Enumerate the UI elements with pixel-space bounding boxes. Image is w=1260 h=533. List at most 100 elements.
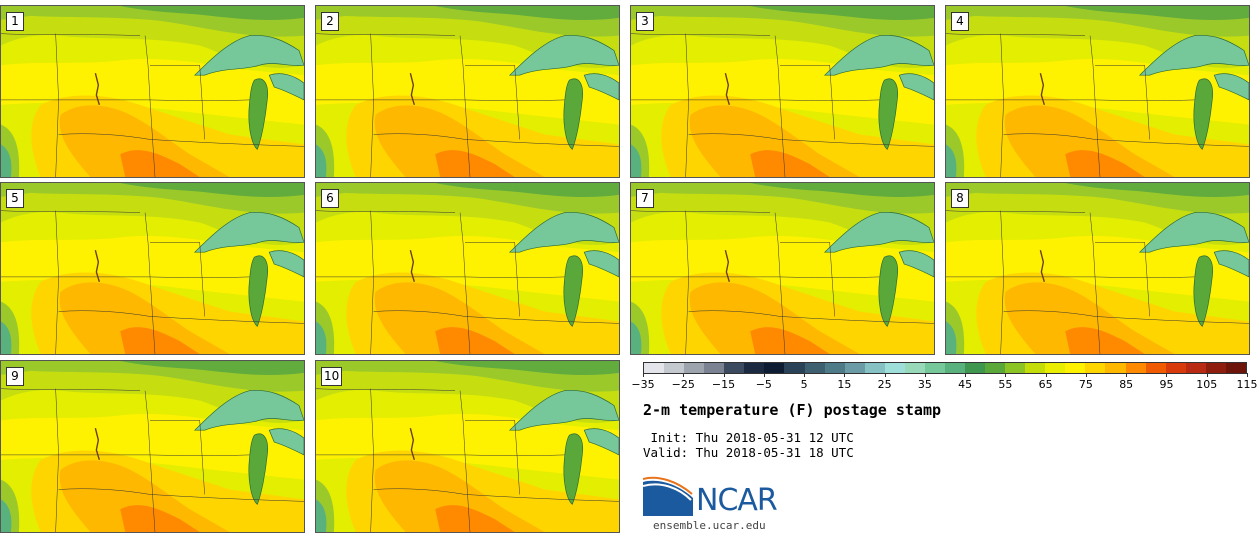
colorbar-segment [985, 363, 1006, 373]
panel-label: 8 [951, 189, 969, 208]
colorbar-tick-mark [884, 373, 886, 377]
colorbar-segment [1185, 363, 1206, 373]
colorbar-tick-label: 75 [1078, 378, 1093, 391]
colorbar-tick-mark [924, 373, 926, 377]
colorbar-tick-label: 95 [1159, 378, 1174, 391]
colorbar-segment [844, 363, 865, 373]
colorbar-tick-label: −35 [631, 378, 655, 391]
colorbar-tick-mark [804, 373, 806, 377]
colorbar-segment [924, 363, 945, 373]
colorbar-tick-label: 45 [958, 378, 973, 391]
colorbar-ticks: −35 −25 −15 −5 5 15 25 35 45 55 65 75 85 95 105 115 [631, 378, 1257, 392]
colorbar-tick-label: −15 [711, 378, 736, 391]
colorbar-segment [1065, 363, 1086, 373]
panel-label: 2 [321, 12, 339, 31]
temperature-map [1, 6, 304, 177]
temperature-map [631, 183, 934, 354]
map-panel-4: 4 [945, 5, 1250, 178]
colorbar-segment [1085, 363, 1106, 373]
panel-label: 10 [321, 367, 343, 386]
colorbar-segment [684, 363, 705, 373]
colorbar-segment [864, 363, 885, 373]
colorbar-segment [1125, 363, 1146, 373]
temperature-map [1, 183, 304, 354]
panel-label: 9 [6, 367, 24, 386]
colorbar-segment [704, 363, 725, 373]
colorbar-tick-mark [844, 373, 846, 377]
map-panel-1: 1 [0, 5, 305, 178]
colorbar-segment [1045, 363, 1066, 373]
colorbar-tick-label: −25 [671, 378, 695, 391]
colorbar-segment [1225, 363, 1246, 373]
colorbar-tick-label: 85 [1119, 378, 1134, 391]
temperature-map [316, 361, 619, 532]
colorbar-segment [1105, 363, 1126, 373]
colorbar-tick-mark [1206, 373, 1208, 377]
map-panel-6: 6 [315, 182, 620, 355]
colorbar-tick-mark [643, 373, 644, 377]
temperature-map [946, 183, 1249, 354]
colorbar-segment [664, 363, 685, 373]
map-panel-9: 9 [0, 360, 305, 533]
colorbar-tick-mark [1045, 373, 1047, 377]
map-panel-2: 2 [315, 5, 620, 178]
panel-label: 4 [951, 12, 969, 31]
colorbar-tick-mark [683, 373, 685, 377]
panel-label: 3 [636, 12, 654, 31]
colorbar-tick-mark [965, 373, 967, 377]
colorbar-tick-label: 55 [998, 378, 1013, 391]
logo-wordmark: NCAR [696, 483, 778, 518]
map-panel-10: 10 [315, 360, 620, 533]
colorbar-tick-mark [1085, 373, 1087, 377]
colorbar-segment [1205, 363, 1226, 373]
temperature-map [1, 361, 304, 532]
map-panel-7: 7 [630, 182, 935, 355]
panel-label: 1 [6, 12, 24, 31]
colorbar-segment [965, 363, 986, 373]
colorbar-tick-label: −5 [755, 378, 772, 391]
colorbar-segment [644, 363, 665, 373]
ncar-logo-icon [643, 476, 693, 516]
temperature-map [946, 6, 1249, 177]
colorbar-segment [744, 363, 765, 373]
colorbar-tick-label: 115 [1236, 378, 1258, 391]
colorbar-tick-label: 35 [917, 378, 932, 391]
colorbar-segment [824, 363, 845, 373]
colorbar-tick-label: 15 [837, 378, 852, 391]
logo-url: ensemble.ucar.edu [653, 519, 766, 532]
panel-label: 5 [6, 189, 24, 208]
colorbar-tick-label: 25 [877, 378, 892, 391]
colorbar-segment [784, 363, 805, 373]
colorbar-tick-mark [763, 373, 765, 377]
colorbar-segment [1025, 363, 1046, 373]
panel-label: 7 [636, 189, 654, 208]
colorbar-segment [944, 363, 965, 373]
colorbar-tick-mark [1166, 373, 1168, 377]
colorbar-segment [1165, 363, 1186, 373]
colorbar-tickmarks [643, 373, 1248, 377]
temperature-map [631, 6, 934, 177]
init-time: Init: Thu 2018-05-31 12 UTC [643, 430, 854, 445]
map-panel-8: 8 [945, 182, 1250, 355]
colorbar-tick-mark [1247, 373, 1248, 377]
colorbar-segment [1145, 363, 1166, 373]
colorbar-tick-mark [1126, 373, 1128, 377]
valid-time: Valid: Thu 2018-05-31 18 UTC [643, 445, 854, 460]
colorbar-segment [804, 363, 825, 373]
plot-title: 2-m temperature (F) postage stamp [643, 401, 942, 419]
colorbar-tick-label: 105 [1196, 378, 1218, 391]
temperature-map [316, 6, 619, 177]
map-panel-5: 5 [0, 182, 305, 355]
colorbar-segment [904, 363, 925, 373]
colorbar-segment [884, 363, 905, 373]
colorbar-tick-mark [1005, 373, 1007, 377]
colorbar-segment [724, 363, 745, 373]
colorbar-segment [764, 363, 785, 373]
temperature-map [316, 183, 619, 354]
colorbar-tick-label: 65 [1038, 378, 1053, 391]
colorbar-tick-label: 5 [800, 378, 808, 391]
colorbar [643, 362, 1247, 374]
panel-label: 6 [321, 189, 339, 208]
map-panel-3: 3 [630, 5, 935, 178]
colorbar-segment [1005, 363, 1026, 373]
